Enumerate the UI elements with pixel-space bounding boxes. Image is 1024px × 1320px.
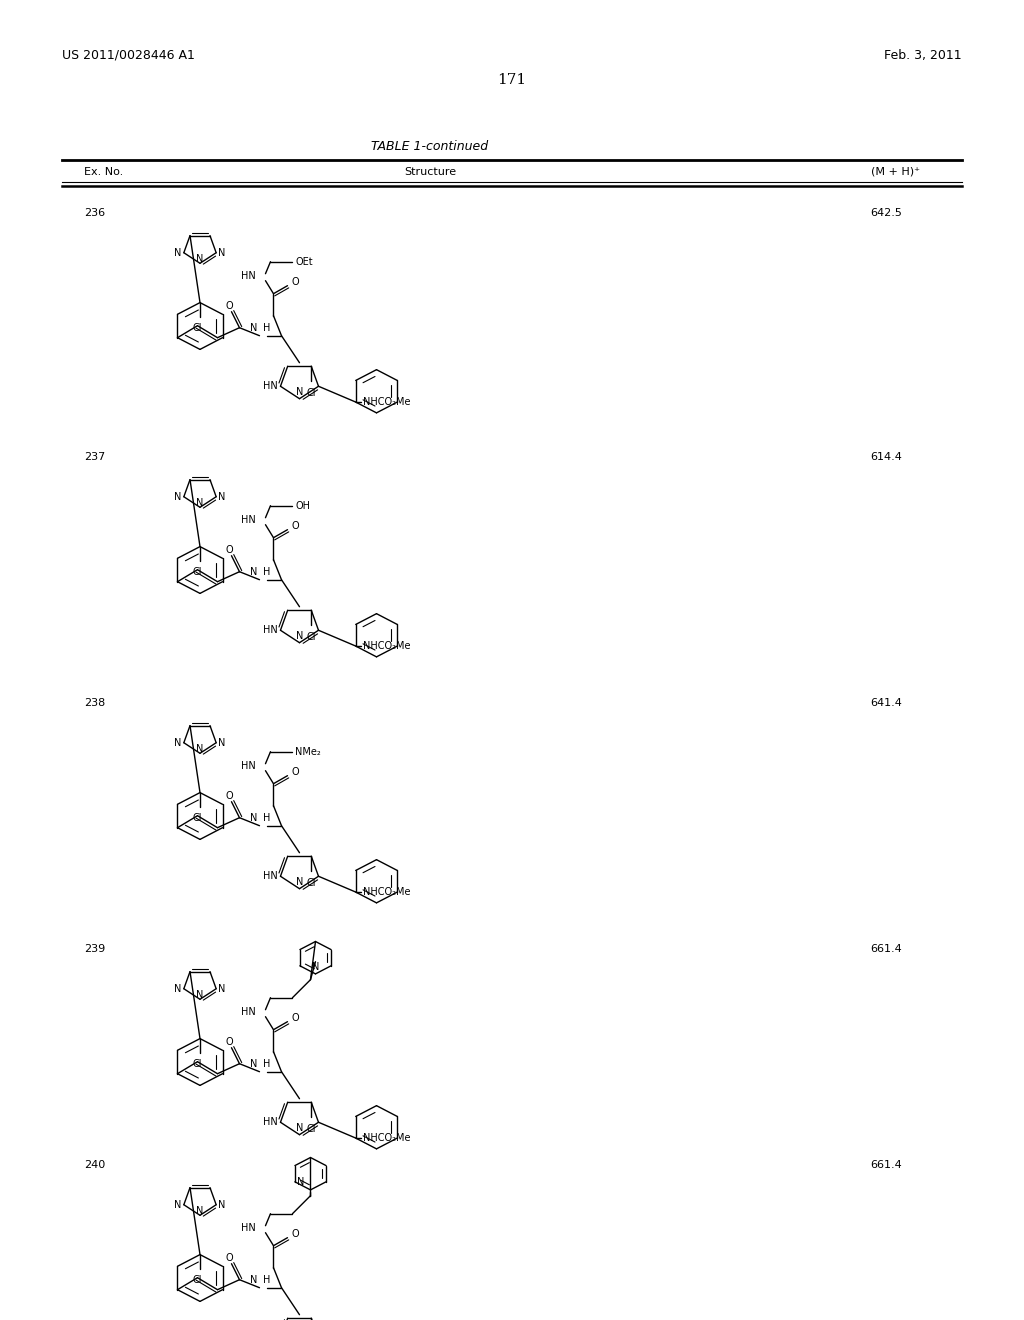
Text: Cl: Cl — [193, 1275, 202, 1284]
Text: 641.4: 641.4 — [870, 698, 902, 708]
Text: H: H — [263, 813, 271, 822]
Text: N: N — [197, 255, 204, 264]
Text: N: N — [197, 990, 204, 1001]
Text: O: O — [225, 1253, 233, 1263]
Text: HN: HN — [241, 1222, 255, 1233]
Text: N: N — [174, 492, 182, 502]
Text: HN: HN — [263, 1117, 278, 1127]
Text: N: N — [250, 322, 257, 333]
Text: N: N — [250, 1275, 257, 1284]
Text: H: H — [263, 1059, 271, 1069]
Text: N: N — [218, 492, 225, 502]
Text: N: N — [174, 983, 182, 994]
Text: O: O — [225, 545, 233, 554]
Text: O: O — [292, 1012, 299, 1023]
Text: N: N — [197, 1206, 204, 1216]
Text: N: N — [218, 248, 225, 257]
Text: N: N — [197, 498, 204, 508]
Text: Cl: Cl — [193, 566, 202, 577]
Text: N: N — [250, 1059, 257, 1069]
Text: 614.4: 614.4 — [870, 451, 902, 462]
Text: 239: 239 — [84, 944, 105, 954]
Text: 240: 240 — [84, 1160, 105, 1170]
Text: N: N — [197, 744, 204, 754]
Text: Cl: Cl — [193, 322, 202, 333]
Text: HN: HN — [241, 271, 255, 281]
Text: O: O — [225, 791, 233, 801]
Text: (M + H)⁺: (M + H)⁺ — [871, 168, 920, 177]
Text: 661.4: 661.4 — [870, 944, 902, 954]
Text: N: N — [250, 566, 257, 577]
Text: N: N — [297, 1177, 304, 1187]
Text: H: H — [263, 1275, 271, 1284]
Text: O: O — [292, 767, 299, 776]
Text: NHCO₂Me: NHCO₂Me — [362, 397, 411, 407]
Text: O: O — [292, 520, 299, 531]
Text: 642.5: 642.5 — [870, 209, 902, 218]
Text: O: O — [292, 277, 299, 286]
Text: Cl: Cl — [306, 632, 316, 642]
Text: Structure: Structure — [403, 168, 456, 177]
Text: H: H — [263, 322, 271, 333]
Text: 236: 236 — [84, 209, 105, 218]
Text: Cl: Cl — [306, 388, 316, 399]
Text: OH: OH — [296, 500, 310, 511]
Text: N: N — [218, 738, 225, 747]
Text: 237: 237 — [84, 451, 105, 462]
Text: N: N — [311, 962, 319, 972]
Text: Cl: Cl — [193, 1059, 202, 1069]
Text: 171: 171 — [498, 73, 526, 87]
Text: Ex. No.: Ex. No. — [84, 168, 123, 177]
Text: HN: HN — [241, 1007, 255, 1016]
Text: OEt: OEt — [296, 256, 313, 267]
Text: H: H — [263, 566, 271, 577]
Text: N: N — [296, 631, 303, 640]
Text: 661.4: 661.4 — [870, 1160, 902, 1170]
Text: Cl: Cl — [306, 878, 316, 888]
Text: Feb. 3, 2011: Feb. 3, 2011 — [885, 49, 962, 62]
Text: N: N — [174, 1200, 182, 1209]
Text: O: O — [225, 1036, 233, 1047]
Text: 238: 238 — [84, 698, 105, 708]
Text: HN: HN — [263, 626, 278, 635]
Text: Cl: Cl — [193, 813, 202, 822]
Text: O: O — [225, 301, 233, 310]
Text: N: N — [174, 738, 182, 747]
Text: HN: HN — [241, 760, 255, 771]
Text: N: N — [174, 248, 182, 257]
Text: O: O — [292, 1229, 299, 1238]
Text: N: N — [296, 387, 303, 397]
Text: NHCO₂Me: NHCO₂Me — [362, 642, 411, 651]
Text: NMe₂: NMe₂ — [296, 747, 322, 756]
Text: US 2011/0028446 A1: US 2011/0028446 A1 — [62, 49, 195, 62]
Text: N: N — [250, 813, 257, 822]
Text: NHCO₂Me: NHCO₂Me — [362, 1133, 411, 1143]
Text: TABLE 1-continued: TABLE 1-continued — [372, 140, 488, 153]
Text: N: N — [218, 1200, 225, 1209]
Text: HN: HN — [263, 871, 278, 882]
Text: N: N — [296, 876, 303, 887]
Text: Cl: Cl — [306, 1125, 316, 1134]
Text: HN: HN — [263, 381, 278, 391]
Text: HN: HN — [241, 515, 255, 525]
Text: N: N — [296, 1123, 303, 1133]
Text: NHCO₂Me: NHCO₂Me — [362, 887, 411, 898]
Text: N: N — [218, 983, 225, 994]
